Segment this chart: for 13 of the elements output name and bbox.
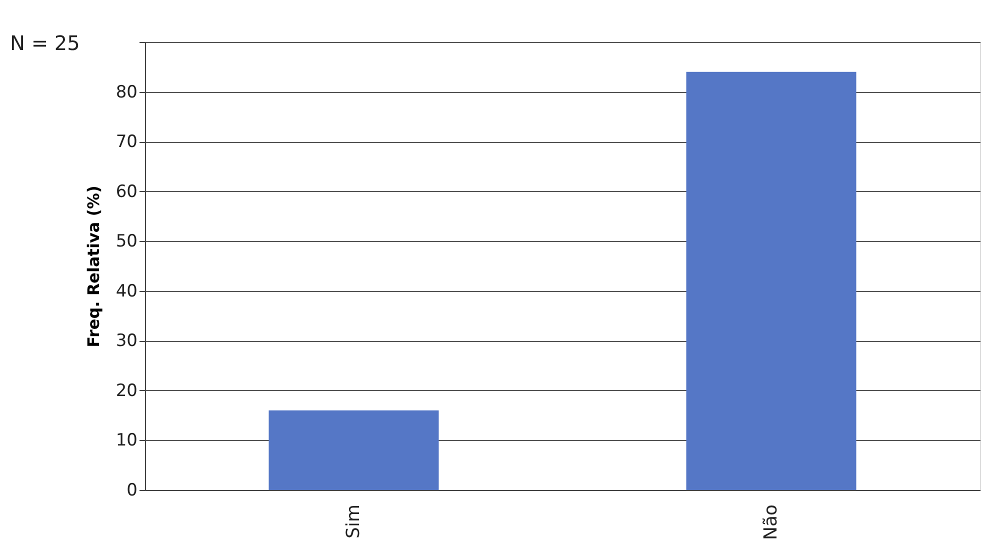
y-axis-title: Freq. Relativa (%) <box>84 186 103 348</box>
y-tick-label: 0 <box>126 480 138 500</box>
y-tick-label: 30 <box>116 331 138 352</box>
y-tick-label: 80 <box>116 82 138 102</box>
y-tick-label: 20 <box>116 380 138 401</box>
y-tick-label: 60 <box>116 182 138 202</box>
y-tick-label: 10 <box>116 430 138 451</box>
x-tick-label: Não <box>760 504 782 540</box>
text: N = 25 <box>10 31 80 55</box>
y-tick-label: 50 <box>116 232 138 252</box>
x-tick-label: Sim <box>342 504 364 538</box>
y-tick-label: 70 <box>116 132 138 152</box>
y-tick-label: 40 <box>116 281 138 302</box>
